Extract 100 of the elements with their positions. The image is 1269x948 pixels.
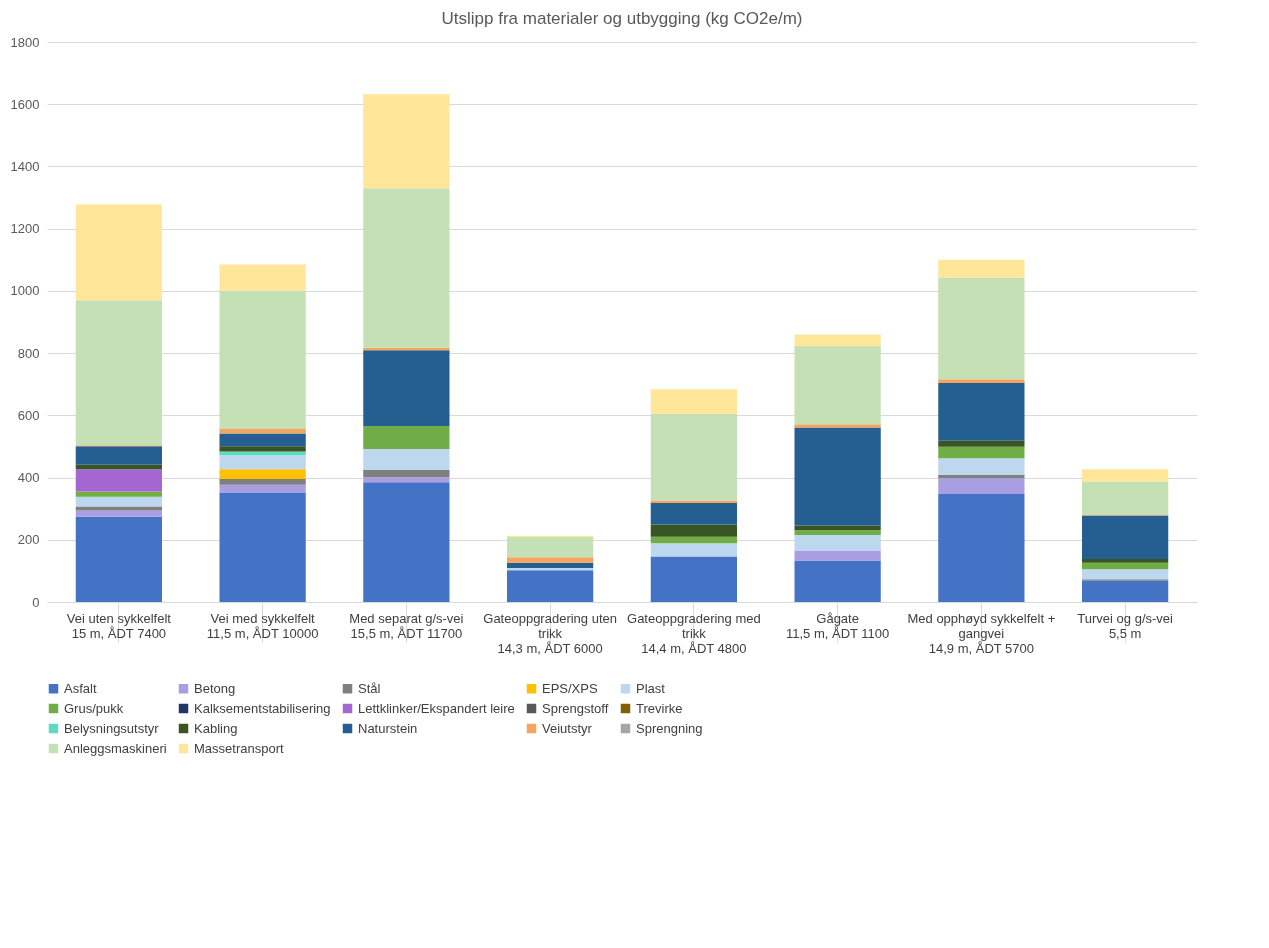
bar: [219, 264, 306, 291]
bar: [507, 568, 594, 571]
bar: [938, 277, 1025, 380]
bar: [75, 510, 162, 517]
bar: [650, 389, 737, 414]
y-tick-label: 1200: [10, 221, 40, 237]
bar: [938, 446, 1025, 459]
bar: [938, 379, 1025, 383]
bar: [219, 446, 306, 452]
bar: [1082, 569, 1169, 580]
bar: [1082, 515, 1169, 560]
bar: [938, 475, 1025, 479]
x-tick-label: Gateoppgradering med trikk 14,4 m, ÅDT 4800: [627, 610, 761, 656]
bar: [75, 446, 162, 465]
y-tick-label: 0: [32, 594, 40, 610]
y-tick-label: 800: [17, 345, 40, 361]
bar: [507, 536, 594, 558]
legend-label: Veiutstyr: [542, 720, 593, 736]
bar: [650, 556, 737, 602]
bar: [938, 382, 1025, 441]
x-tick-label: Med separat g/s-vei 15,5 m, ÅDT 11700: [349, 610, 464, 641]
bar: [363, 470, 450, 478]
bar: [794, 550, 881, 561]
legend-label: Trevirke: [636, 700, 683, 716]
bar: [507, 562, 594, 569]
y-tick-label: 600: [17, 407, 40, 423]
x-tick-label: Vei uten sykkelfelt 15 m, ÅDT 7400: [66, 610, 172, 641]
x-tick-label: Vei med sykkelfelt 11,5 m, ÅDT 10000: [206, 610, 319, 641]
x-tick-label: Gågate 11,5 m, ÅDT 1100: [785, 610, 890, 641]
legend-label: Grus/pukk: [64, 700, 124, 716]
legend-label: EPS/XPS: [542, 680, 598, 696]
bar: [219, 484, 306, 494]
bar: [938, 478, 1025, 495]
bar: [794, 535, 881, 551]
legend-label: Stål: [358, 680, 381, 696]
bar: [75, 204, 162, 301]
bar: [219, 433, 306, 447]
bar: [219, 451, 306, 456]
legend-label: Lettklinker/Ekspandert leire: [358, 700, 515, 716]
bar: [794, 345, 881, 425]
legend-label: Kabling: [194, 720, 238, 736]
legend-label: Plast: [636, 680, 666, 696]
bar: [75, 496, 162, 507]
chart-title: Utslipp fra materialer og utbygging (kg CO2e/m): [441, 9, 803, 28]
y-tick-label: 1400: [10, 158, 40, 174]
bar: [219, 469, 306, 480]
bar: [75, 506, 162, 511]
bar: [1082, 562, 1169, 570]
bar: [363, 448, 450, 471]
bar: [938, 494, 1025, 602]
x-tick-label: Med opphøyd sykkelfelt + gangvei 14,9 m, ÅDT 5700: [907, 610, 1056, 656]
legend-label: Sprengstoff: [542, 700, 609, 716]
legend-label: Anleggsmaskineri: [64, 740, 167, 756]
bar: [507, 557, 594, 563]
bar: [650, 543, 737, 557]
bar: [507, 570, 594, 602]
bar: [794, 427, 881, 526]
bar: [219, 455, 306, 470]
bar: [219, 479, 306, 485]
bar: [650, 524, 737, 537]
bar: [75, 464, 162, 470]
bar: [363, 188, 450, 348]
bar: [1082, 580, 1169, 602]
bar: [219, 290, 306, 430]
bar: [75, 300, 162, 446]
x-tick-label: Turvei og g/s-vei 5,5 m: [1077, 610, 1174, 641]
bar: [794, 560, 881, 602]
legend-label: Asfalt: [64, 680, 97, 696]
bar: [1082, 481, 1169, 515]
y-tick-label: 400: [17, 470, 40, 486]
bar: [794, 334, 881, 346]
legend-label: Massetransport: [194, 740, 284, 756]
bar: [650, 503, 737, 525]
bar: [363, 94, 450, 189]
bar: [1082, 469, 1169, 482]
bar: [650, 413, 737, 501]
legend-label: Betong: [194, 680, 236, 696]
bar: [219, 429, 306, 434]
bar: [75, 491, 162, 497]
bar: [363, 482, 450, 602]
y-tick-label: 200: [17, 532, 40, 548]
bar: [1082, 559, 1169, 563]
legend-label: Naturstein: [358, 720, 418, 736]
bar: [363, 425, 450, 449]
y-tick-label: 1600: [10, 96, 40, 112]
bar: [794, 525, 881, 531]
bar: [938, 458, 1025, 476]
bar: [938, 440, 1025, 447]
bar: [363, 477, 450, 483]
legend-label: Sprengning: [636, 720, 703, 736]
legend-label: Kalksementstabilisering: [194, 700, 331, 716]
bar: [75, 469, 162, 492]
bar: [650, 536, 737, 544]
bar: [938, 259, 1025, 278]
bar: [794, 530, 881, 536]
bar: [794, 424, 881, 428]
y-tick-label: 1800: [10, 34, 40, 50]
bar: [219, 493, 306, 602]
bar: [75, 516, 162, 602]
legend-label: Belysningsutstyr: [64, 720, 160, 736]
